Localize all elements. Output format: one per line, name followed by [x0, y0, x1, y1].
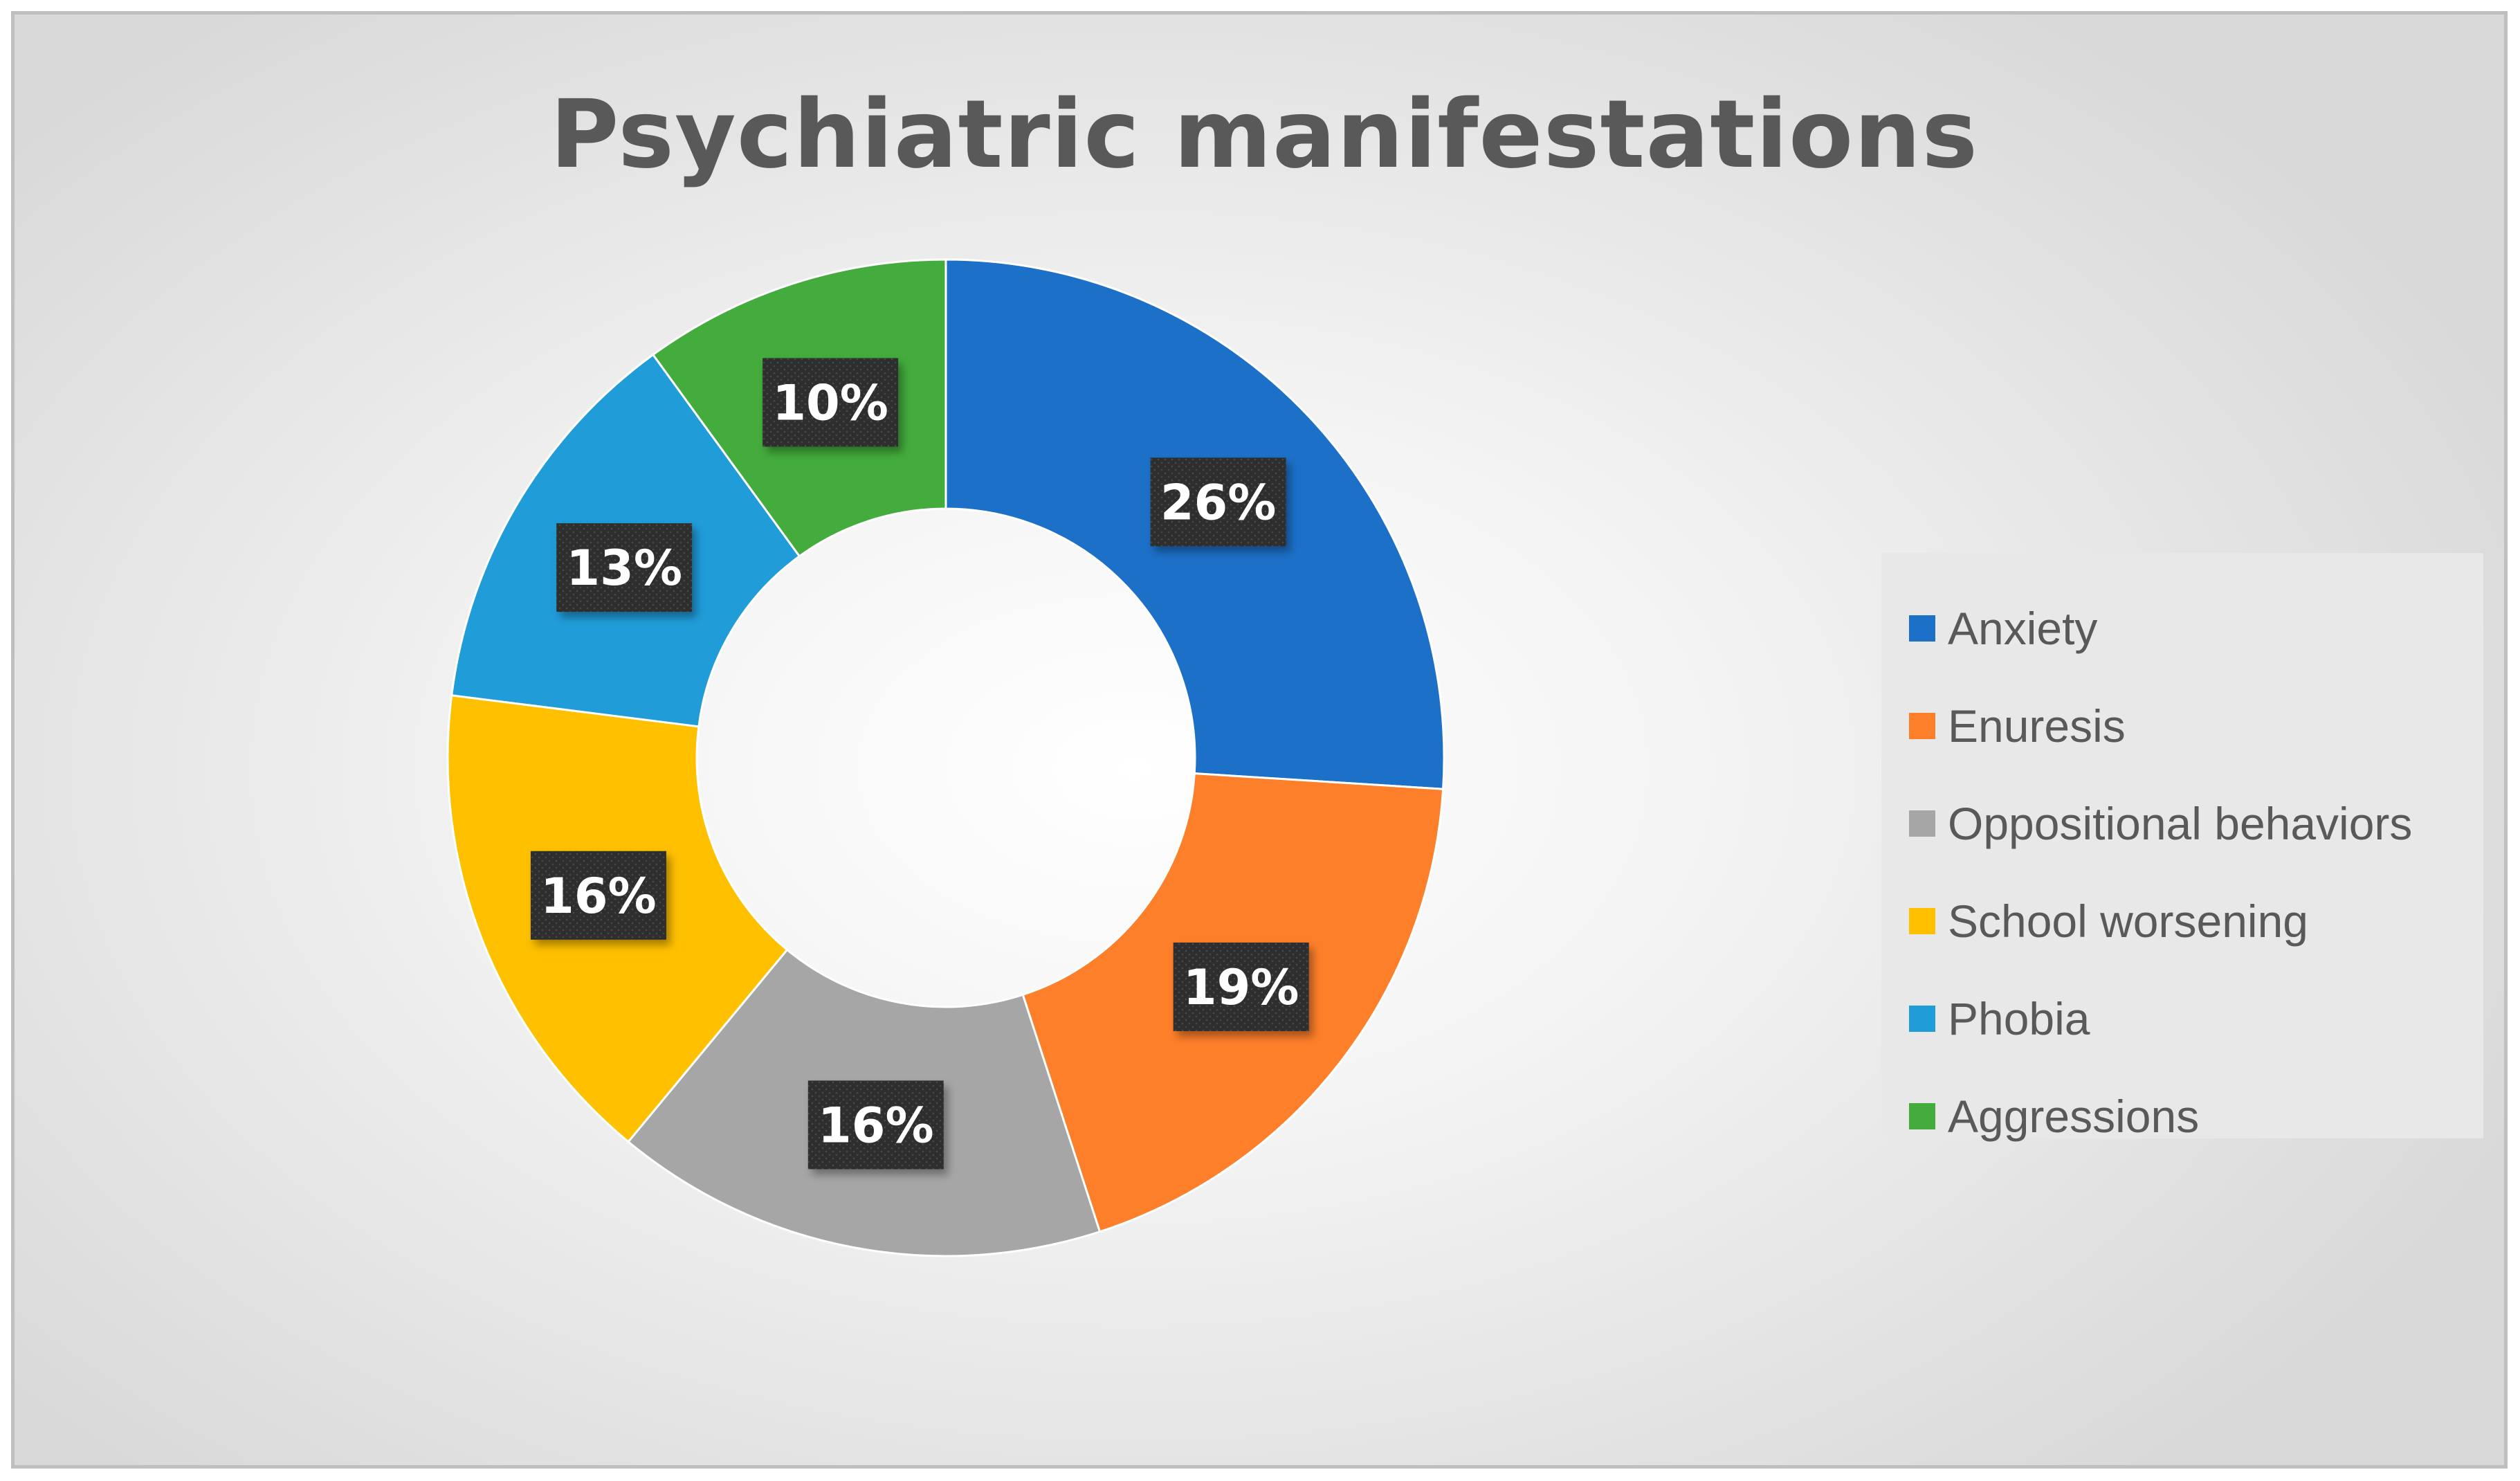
data-label-oppositional-behaviors: 16% — [807, 1080, 944, 1170]
data-label-school-worsening: 16% — [530, 851, 666, 940]
legend: Anxiety Enuresis Oppositional behaviors Sch… — [1881, 553, 2483, 1142]
legend-item-phobia: Phobia — [1909, 970, 2483, 1067]
data-label-text: 13% — [566, 540, 682, 597]
donut-chart: 26% 19% 16% 16% 13% 10% — [446, 258, 1445, 1257]
slices — [446, 258, 1445, 1257]
legend-item-oppositional-behaviors: Oppositional behaviors — [1909, 774, 2483, 872]
data-label-aggressions: 10% — [763, 358, 899, 447]
data-label-text: 16% — [818, 1097, 934, 1154]
data-label-enuresis: 19% — [1173, 942, 1309, 1031]
chart-frame: Psychiatric manifestations 26% 19% 16% 16% 1… — [11, 11, 2508, 1469]
legend-label: Oppositional behaviors — [1948, 797, 2413, 849]
legend-swatch — [1909, 907, 1935, 934]
legend-swatch — [1909, 1102, 1935, 1129]
data-label-box — [1150, 457, 1286, 547]
data-label-box — [763, 358, 899, 447]
legend-item-school-worsening: School worsening — [1909, 872, 2483, 970]
data-label-text: 10% — [772, 374, 888, 431]
legend-item-anxiety: Anxiety — [1909, 579, 2483, 677]
data-label-text: 19% — [1183, 959, 1299, 1016]
legend-item-enuresis: Enuresis — [1909, 677, 2483, 774]
legend-label: Aggressions — [1948, 1090, 2200, 1142]
data-label-box — [530, 851, 666, 940]
legend-label: School worsening — [1948, 895, 2308, 947]
legend-swatch — [1909, 1005, 1935, 1032]
chart-title: Psychiatric manifestations — [549, 80, 1979, 190]
data-label-phobia: 13% — [556, 523, 693, 612]
data-labels: 26% 19% 16% 16% 13% 10% — [530, 358, 1309, 1170]
legend-swatch — [1909, 810, 1935, 837]
data-label-box — [1173, 942, 1309, 1031]
data-label-text: 26% — [1160, 474, 1277, 531]
legend-label: Anxiety — [1948, 602, 2098, 654]
legend-swatch — [1909, 615, 1935, 642]
legend-label: Phobia — [1948, 992, 2090, 1044]
legend-swatch — [1909, 712, 1935, 739]
data-label-text: 16% — [540, 868, 657, 925]
legend-label: Enuresis — [1948, 700, 2126, 752]
data-label-anxiety: 26% — [1150, 457, 1286, 547]
data-label-box — [556, 523, 693, 612]
data-label-box — [807, 1080, 944, 1170]
legend-item-aggressions: Aggressions — [1909, 1067, 2483, 1165]
